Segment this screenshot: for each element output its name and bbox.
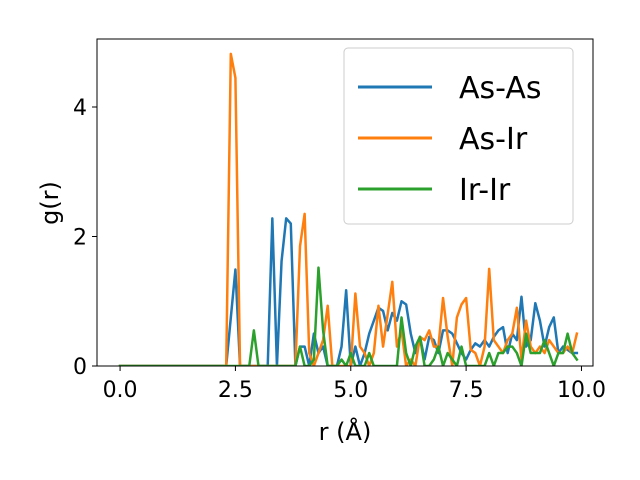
x-tick-label: 0.0 [103, 378, 138, 403]
legend-label-as-ir: As-Ir [459, 122, 528, 157]
series-line-as-as [118, 217, 579, 366]
y-tick-label: 2 [73, 225, 87, 250]
x-tick-label: 10.0 [557, 378, 606, 403]
series-line-ir-ir [118, 266, 579, 366]
y-tick-label: 0 [73, 355, 87, 380]
y-tick-label: 4 [73, 96, 87, 121]
legend: As-As As-Ir Ir-Ir [343, 47, 574, 225]
series-layer [118, 52, 579, 366]
legend-label-ir-ir: Ir-Ir [459, 173, 511, 208]
x-axis: 0.0 2.5 5.0 7.5 10.0 [103, 366, 606, 403]
legend-box [343, 47, 574, 225]
x-tick-label: 5.0 [333, 378, 368, 403]
x-axis-label: r (Å) [319, 417, 372, 446]
y-axis: 0 2 4 [73, 96, 97, 380]
x-tick-label: 2.5 [218, 378, 253, 403]
x-tick-label: 7.5 [449, 378, 484, 403]
plot-frame [96, 38, 594, 367]
legend-label-as-as: As-As [459, 71, 541, 106]
y-axis-label: g(r) [36, 181, 64, 225]
